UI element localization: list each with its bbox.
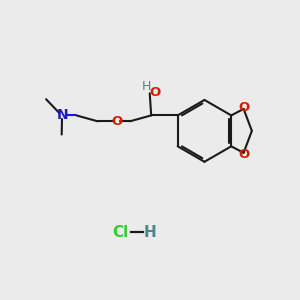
- Text: O: O: [238, 101, 249, 114]
- Text: O: O: [239, 148, 250, 161]
- Text: H: H: [142, 80, 151, 93]
- Text: N: N: [56, 108, 68, 122]
- Text: Cl: Cl: [112, 225, 129, 240]
- Text: O: O: [111, 115, 122, 128]
- Text: H: H: [144, 225, 156, 240]
- Text: O: O: [149, 85, 161, 99]
